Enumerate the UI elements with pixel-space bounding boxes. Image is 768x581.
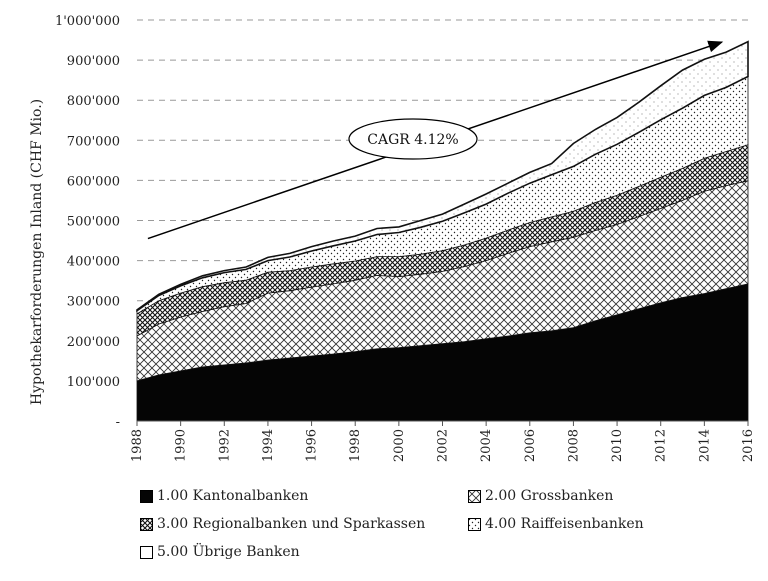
legend-item: 5.00 Übrige Banken bbox=[140, 544, 300, 560]
y-axis-label: Hypothekarforderungen Inland (CHF Mio.) bbox=[29, 99, 45, 405]
x-tick-label: 1998 bbox=[348, 429, 363, 462]
x-tick-label: 1988 bbox=[130, 429, 145, 462]
x-tick-label: 2000 bbox=[392, 429, 407, 462]
legend-item: 2.00 Grossbanken bbox=[468, 488, 613, 504]
area-series bbox=[136, 40, 749, 422]
y-tick-label: 500'000 bbox=[67, 215, 120, 230]
x-tick-label: 1990 bbox=[174, 429, 189, 462]
legend-swatch bbox=[140, 489, 153, 503]
x-tick-label: 1992 bbox=[217, 429, 232, 462]
x-tick-label: 2002 bbox=[436, 429, 451, 462]
x-tick-label: 2006 bbox=[523, 429, 538, 462]
x-tick-label: 2012 bbox=[654, 429, 669, 462]
axes: - 100'000 200'000 300'000 400'000 500'000 600'… bbox=[55, 14, 756, 462]
legend-item: 1.00 Kantonalbanken bbox=[140, 488, 308, 504]
legend-label: 5.00 Übrige Banken bbox=[157, 544, 300, 560]
y-tick-label: 1'000'000 bbox=[55, 14, 120, 29]
legend-swatch bbox=[140, 517, 153, 531]
x-tick-label: 1994 bbox=[261, 429, 276, 462]
legend-label: 2.00 Grossbanken bbox=[485, 488, 614, 504]
y-tick-label: 600'000 bbox=[67, 174, 120, 189]
y-tick-label: 200'000 bbox=[67, 335, 120, 350]
x-tick-label: 2014 bbox=[697, 429, 712, 462]
area-series-5 bbox=[136, 40, 749, 313]
legend-label: 4.00 Raiffeisenbanken bbox=[485, 516, 644, 532]
y-tick-label: 400'000 bbox=[67, 255, 120, 270]
legend-swatch bbox=[468, 489, 481, 503]
x-tick-label: 2010 bbox=[610, 429, 625, 462]
x-tick-label: 2008 bbox=[566, 429, 581, 462]
x-tick-label: 2004 bbox=[479, 429, 494, 462]
y-tick-label: 300'000 bbox=[67, 295, 120, 310]
cagr-label: CAGR 4.12% bbox=[367, 132, 458, 148]
legend-swatch bbox=[140, 545, 153, 559]
legend-swatch bbox=[468, 517, 481, 531]
y-tick-label: 800'000 bbox=[67, 94, 120, 109]
cagr-bubble bbox=[348, 118, 478, 160]
x-tick-label: 2016 bbox=[741, 429, 756, 462]
y-tick-label: 900'000 bbox=[67, 54, 120, 69]
y-tick-label: - bbox=[116, 415, 120, 430]
y-tick-label: 100'000 bbox=[67, 375, 120, 390]
legend-item: 4.00 Raiffeisenbanken bbox=[468, 516, 644, 532]
legend-label: 3.00 Regionalbanken und Sparkassen bbox=[157, 516, 426, 532]
x-tick-label: 1996 bbox=[305, 429, 320, 462]
legend-item: 3.00 Regionalbanken und Sparkassen bbox=[140, 516, 425, 532]
legend-label: 1.00 Kantonalbanken bbox=[157, 488, 309, 504]
y-tick-label: 700'000 bbox=[67, 134, 120, 149]
cagr-annotation: CAGR 4.12% bbox=[147, 40, 724, 240]
